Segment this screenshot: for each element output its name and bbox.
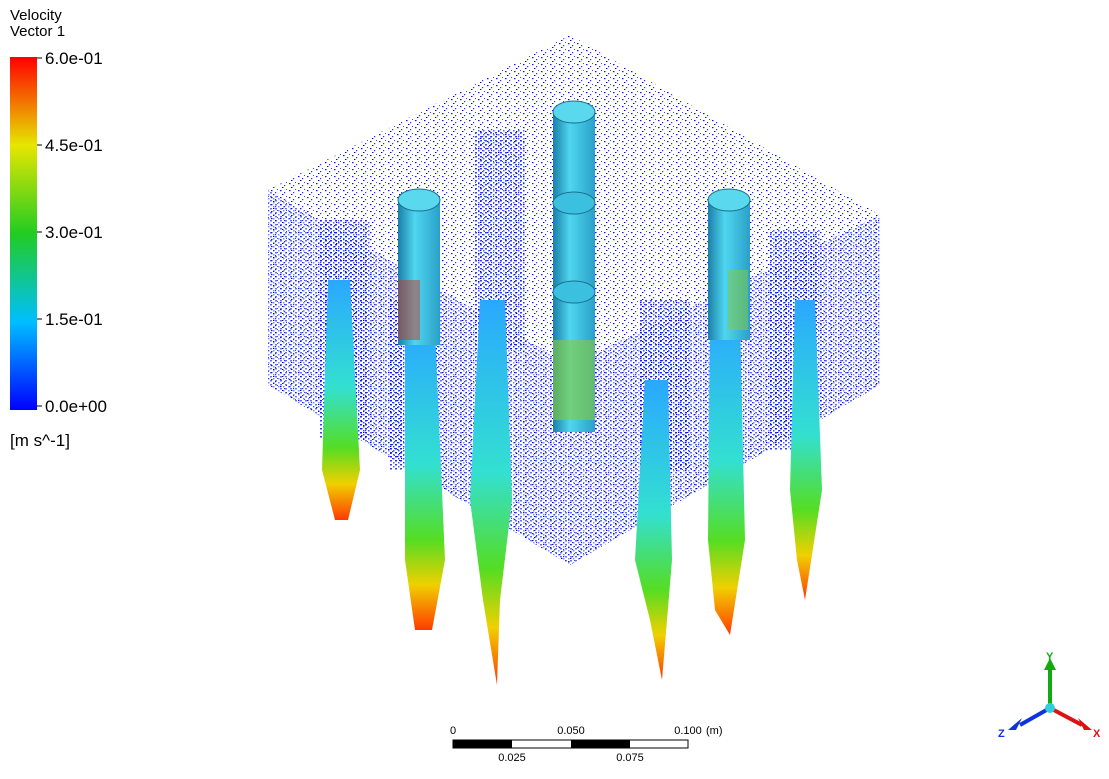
scale-unit: (m) (706, 725, 723, 737)
axis-label-y: Y (1046, 651, 1054, 663)
scale-label: 0.050 (557, 725, 585, 737)
legend-label: 4.5e-01 (45, 136, 103, 155)
viewport: Velocity Vector 1 6.0e-01 4.5e-01 3.0e-01 1… (0, 0, 1109, 774)
legend-label: 0.0e+00 (45, 397, 107, 416)
scale-label: 0.075 (616, 752, 644, 764)
legend-units: [m s^-1] (10, 431, 70, 450)
color-bar (10, 57, 37, 410)
legend-label: 6.0e-01 (45, 49, 103, 68)
legend-label: 1.5e-01 (45, 310, 103, 329)
legend-title: Velocity (10, 7, 62, 24)
scale-label: 0.100 (674, 725, 702, 737)
axis-label-z: Z (998, 728, 1005, 740)
scale-label: 0 (450, 725, 456, 737)
legend-labels: 6.0e-01 4.5e-01 3.0e-01 1.5e-01 0.0e+00 (37, 49, 107, 416)
legend-label: 3.0e-01 (45, 223, 103, 242)
scale-label: 0.025 (498, 752, 526, 764)
axis-triad (1008, 658, 1092, 730)
axis-label-x: X (1093, 728, 1101, 740)
scale-bar (453, 740, 688, 748)
legend-subtitle: Vector 1 (10, 23, 65, 40)
